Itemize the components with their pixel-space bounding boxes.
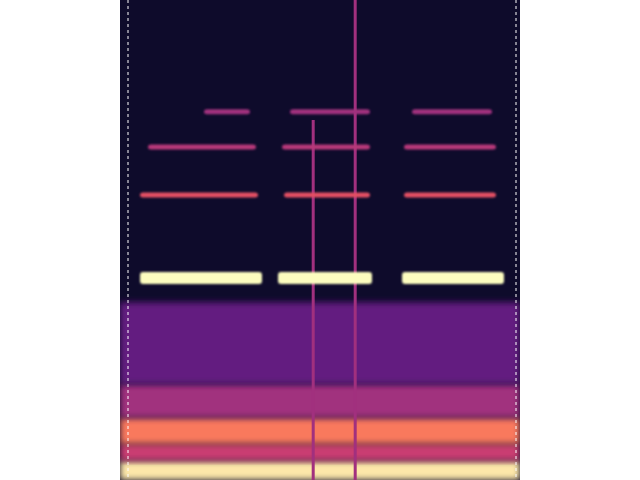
tone	[290, 109, 370, 114]
noise-band	[120, 302, 520, 384]
noise-band	[120, 418, 520, 444]
tone	[140, 192, 258, 197]
tone	[404, 144, 496, 149]
plot-area	[120, 0, 520, 480]
noise-band	[120, 444, 520, 461]
tone	[404, 192, 496, 197]
click	[312, 120, 315, 480]
tone	[278, 272, 372, 284]
click	[354, 0, 357, 480]
tone	[204, 109, 250, 114]
tone	[402, 272, 504, 284]
background	[120, 0, 520, 480]
chart	[0, 0, 640, 480]
tone	[148, 144, 256, 149]
tone	[284, 192, 370, 197]
selection-marker	[516, 0, 517, 480]
tone	[412, 109, 492, 114]
selection-marker	[128, 0, 129, 480]
tone	[282, 144, 370, 149]
noise-band	[120, 384, 520, 418]
noise-band	[120, 461, 520, 480]
tone	[140, 272, 262, 284]
